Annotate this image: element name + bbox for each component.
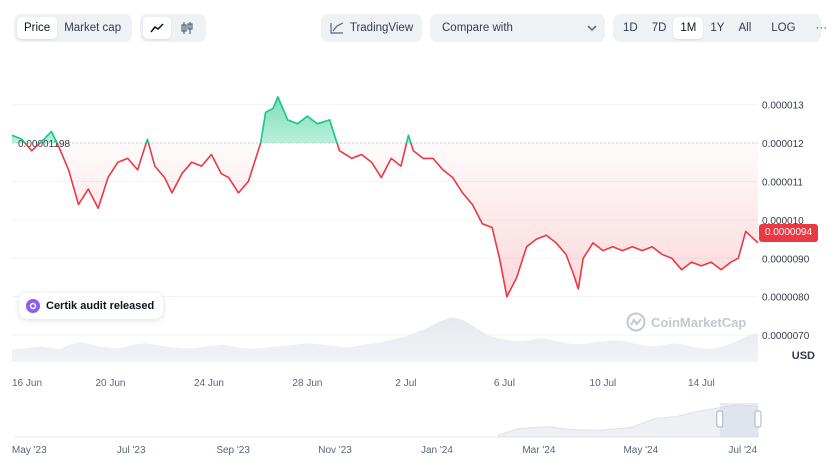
audit-label: Certik audit released (46, 300, 155, 312)
range-navigator[interactable]: May '23 Jul '23 Sep '23 Nov '23 Jan '24 Mar '… (12, 403, 762, 456)
y-tick-label: 0.0000090 (762, 254, 810, 265)
line-chart-icon[interactable] (143, 17, 171, 39)
x-tick-label: 28 Jun (292, 378, 322, 389)
tradingview-label: TradingView (349, 22, 414, 34)
volume-area-shape (12, 317, 758, 362)
x-tick-label: 14 Jul (688, 378, 715, 389)
navigator-handle-right[interactable] (754, 410, 762, 428)
coinmarketcap-logo-icon (626, 312, 646, 332)
compare-with-label: Compare with (442, 22, 513, 34)
coinmarketcap-watermark: CoinMarketCap (626, 312, 746, 332)
audit-icon (26, 299, 40, 313)
price-line-down (24, 143, 759, 298)
navigator-tick-label: May '24 (623, 445, 658, 456)
navigator-area (497, 404, 759, 438)
certik-audit-marker[interactable]: Certik audit released (19, 293, 164, 319)
watermark-label: CoinMarketCap (651, 314, 747, 330)
baseline-label: 0.00001198 (18, 139, 71, 150)
price-fills (12, 96, 758, 297)
y-tick-label: 0.000010 (762, 216, 804, 227)
x-axis-ticks: 16 Jun 20 Jun 24 Jun 28 Jun 2 Jul 6 Jul 10 Jul… (12, 378, 715, 389)
x-tick-label: 20 Jun (95, 378, 125, 389)
y-tick-label: 0.000012 (762, 139, 804, 150)
x-tick-label: 6 Jul (494, 378, 515, 389)
chevron-down-icon (587, 25, 597, 31)
tradingview-icon (330, 22, 344, 34)
navigator-tick-label: Mar '24 (522, 445, 555, 456)
current-price-tag: 0.0000094 (759, 224, 818, 242)
volume-area (12, 317, 758, 362)
tradingview-button[interactable]: TradingView (321, 14, 422, 42)
price-line (11, 96, 759, 298)
y-tick-label: 0.0000080 (762, 293, 810, 304)
view-toggle: Price Market cap (14, 14, 132, 42)
chart-toolbar: Price Market cap TradingView Compare wit… (0, 14, 834, 42)
navigator-tick-label: May '23 (12, 445, 47, 456)
more-options-button[interactable]: ··· (815, 22, 828, 34)
y-tick-label: 0.000011 (762, 177, 803, 188)
x-tick-label: 16 Jun (12, 378, 42, 389)
log-toggle[interactable]: LOG (771, 22, 796, 34)
candlestick-icon[interactable] (173, 17, 201, 39)
navigator-tick-label: Jan '24 (421, 445, 453, 456)
navigator-handle-left[interactable] (716, 410, 724, 428)
range-7d[interactable]: 7D (651, 22, 667, 34)
range-1m[interactable]: 1M (673, 17, 704, 39)
price-chart[interactable]: 0.00001198 0.0000130.0000120.0000110.000… (0, 60, 834, 469)
range-selector: 1D 7D 1M 1Y All LOG ··· (613, 14, 827, 42)
below-baseline-fill (12, 143, 758, 297)
chart-style-toggle (140, 14, 206, 42)
navigator-window[interactable] (719, 403, 758, 437)
range-1d[interactable]: 1D (623, 22, 638, 34)
navigator-tick-label: Nov '23 (318, 445, 352, 456)
compare-with-dropdown[interactable]: Compare with (430, 14, 605, 42)
currency-label: USD (792, 350, 815, 362)
navigator-tick-label: Jul '24 (728, 445, 757, 456)
navigator-tick-label: Jul '23 (117, 445, 146, 456)
x-tick-label: 10 Jul (590, 378, 617, 389)
x-tick-label: 2 Jul (395, 378, 416, 389)
y-axis-ticks: 0.000013 0.000012 0.000011 0.000010 0.000009… (762, 101, 810, 343)
tab-price[interactable]: Price (17, 17, 58, 39)
y-tick-label: 0.000013 (762, 101, 804, 112)
y-tick-label: 0.0000070 (762, 331, 810, 342)
navigator-tick-label: Sep '23 (216, 445, 250, 456)
x-tick-label: 24 Jun (194, 378, 224, 389)
range-1y[interactable]: 1Y (710, 22, 725, 34)
range-all[interactable]: All (738, 22, 752, 34)
tab-market-cap[interactable]: Market cap (64, 22, 122, 34)
